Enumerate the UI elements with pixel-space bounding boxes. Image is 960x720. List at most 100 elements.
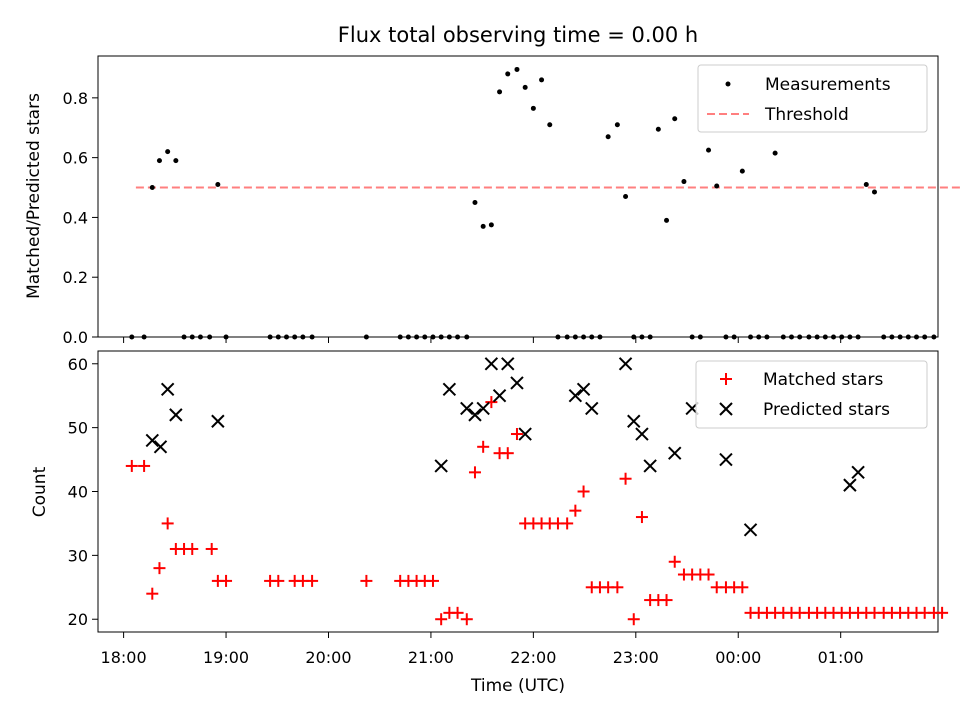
measurement-point: [756, 334, 762, 340]
predicted-star-point: [851, 465, 865, 480]
measurement-point: [631, 334, 637, 340]
ratio-panel: 0.00.20.40.60.8 Matched/Predicted stars …: [24, 55, 960, 347]
matched-legend-label: Matched stars: [763, 370, 883, 390]
measurement-point: [405, 334, 411, 340]
measurement-point: [505, 71, 511, 77]
matched-star-point: [611, 581, 624, 594]
predicted-star-point: [468, 408, 482, 422]
measurement-point: [530, 105, 536, 111]
measurement-point: [539, 77, 545, 83]
measurement-point: [141, 334, 147, 340]
predicted-star-point: [153, 440, 168, 454]
predicted-star-point: [145, 433, 159, 448]
predicted-star-point: [618, 357, 633, 371]
x-tick-label: 19:00: [203, 648, 249, 667]
measurement-point: [189, 334, 195, 340]
predicted-star-point: [743, 523, 758, 537]
measurement-point: [215, 182, 221, 188]
matched-star-point: [435, 613, 448, 626]
count-y-tick-label: 30: [68, 546, 88, 565]
measurement-point: [831, 334, 837, 340]
matched-star-point: [936, 606, 949, 619]
predicted-star-point: [518, 427, 532, 441]
measurement-point: [863, 182, 869, 188]
measurement-point: [156, 158, 162, 164]
matched-star-point: [460, 613, 473, 626]
matched-star-point: [485, 396, 498, 409]
measurement-point: [522, 84, 528, 90]
matched-star-point: [153, 562, 166, 575]
measurement-point: [780, 334, 786, 340]
matched-legend-marker: [720, 373, 732, 385]
predicted-star-point: [501, 357, 515, 371]
predicted-legend-marker: [719, 402, 733, 416]
predicted-star-point: [627, 414, 641, 428]
measurement-point: [672, 116, 678, 122]
matched-star-point: [220, 574, 233, 587]
measurement-point: [723, 334, 729, 340]
measurement-point: [464, 334, 470, 340]
measurement-point: [414, 334, 420, 340]
matched-star-point: [635, 511, 648, 524]
predicted-star-point: [510, 376, 524, 390]
matched-star-point: [627, 613, 640, 626]
count-x-ticks: 18:00 19:00 20:00 21:00 22:00 23:00 00:00 01:00: [101, 632, 864, 667]
matched-star-point: [619, 472, 632, 485]
measurement-point: [881, 334, 887, 340]
predicted-star-point: [442, 382, 457, 397]
x-axis-label: Time (UTC): [470, 676, 565, 696]
measurement-point: [623, 194, 629, 199]
measurements-legend-marker: [725, 81, 731, 87]
measurement-point: [822, 334, 828, 340]
matched-star-point: [660, 594, 673, 607]
measurement-point: [806, 334, 812, 340]
measurement-point: [267, 334, 273, 340]
predicted-star-point: [719, 452, 733, 467]
measurement-point: [772, 150, 778, 156]
matched-star-point: [451, 606, 464, 619]
measurement-point: [731, 334, 737, 340]
matched-star-point: [306, 574, 319, 587]
measurement-points: [129, 66, 937, 340]
measurement-point: [547, 122, 553, 128]
measurement-point: [597, 334, 603, 340]
measurement-point: [149, 185, 155, 191]
ratio-legend: Measurements Threshold: [697, 64, 928, 133]
ratio-y-axis-label: Matched/Predicted stars: [24, 93, 44, 299]
measurement-point: [207, 334, 213, 340]
measurement-point: [614, 122, 620, 128]
count-legend: Matched stars Predicted stars: [695, 360, 928, 429]
count-y-axis-label: Count: [30, 466, 50, 517]
measurement-point: [697, 334, 703, 340]
x-tick-label: 22:00: [510, 648, 556, 667]
measurement-point: [931, 334, 937, 340]
predicted-star-point: [635, 427, 649, 441]
measurement-point: [748, 334, 754, 340]
predicted-star-point: [576, 382, 591, 397]
count-y-tick-label: 20: [68, 610, 88, 629]
predicted-star-point: [460, 401, 474, 416]
measurement-point: [581, 334, 587, 340]
predicted-stars-points: [145, 357, 865, 537]
x-tick-label: 21:00: [408, 648, 454, 667]
measurement-point: [572, 334, 578, 340]
x-tick-label: 01:00: [818, 648, 864, 667]
measurement-point: [129, 334, 135, 340]
measurement-point: [275, 334, 281, 340]
measurement-point: [497, 89, 503, 95]
matched-star-point: [702, 568, 715, 581]
measurement-point: [913, 334, 919, 340]
measurements-legend-label: Measurements: [765, 75, 891, 95]
measurement-point: [789, 334, 795, 340]
measurement-point: [472, 199, 478, 205]
ratio-legend-box: [697, 64, 928, 133]
matched-stars-points: [125, 396, 949, 626]
matched-star-point: [360, 574, 373, 587]
ratio-y-tick-label: 0.6: [63, 149, 88, 168]
measurement-point: [430, 334, 436, 340]
matched-star-point: [577, 485, 590, 498]
count-y-tick-label: 60: [68, 355, 88, 374]
predicted-star-point: [568, 388, 583, 403]
predicted-star-point: [160, 382, 175, 397]
